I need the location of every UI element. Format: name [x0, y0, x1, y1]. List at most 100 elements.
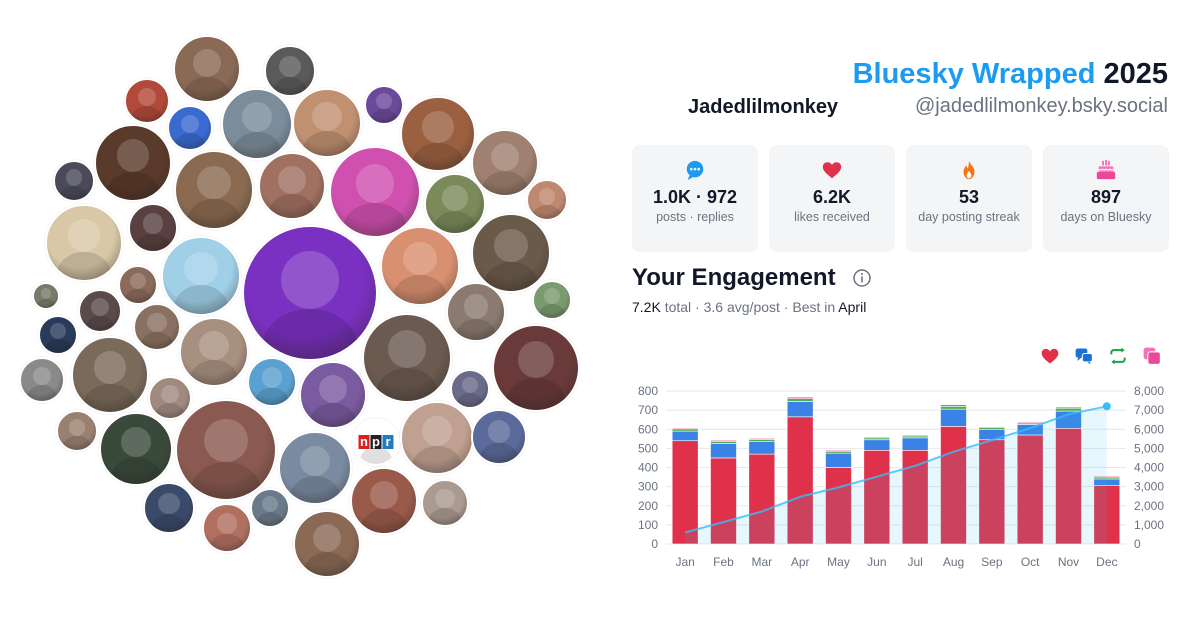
avatar — [143, 482, 195, 534]
bar-segment — [901, 437, 929, 451]
avatar — [99, 412, 173, 486]
bar-segment — [671, 428, 699, 432]
avatar — [446, 282, 506, 342]
avatar — [421, 479, 469, 527]
avatar — [56, 410, 98, 452]
avatar — [380, 226, 460, 306]
x-tick-label: Jun — [867, 555, 886, 569]
info-icon[interactable] — [852, 268, 872, 288]
avatar — [278, 431, 352, 505]
chart-bars — [671, 396, 1121, 545]
avatar — [148, 376, 192, 420]
avatar — [118, 265, 158, 305]
stat-value: 897 — [1090, 187, 1122, 207]
wrapped-panel: Bluesky Wrapped 2025 Jadedlilmonkey @jad… — [632, 0, 1169, 630]
stat-label: day posting streak — [918, 210, 1020, 224]
avatar — [174, 150, 254, 230]
avatar — [71, 336, 149, 414]
avatar — [124, 78, 170, 124]
bar-segment — [940, 405, 967, 410]
y-tick-label: 200 — [638, 499, 658, 513]
avatar — [38, 315, 78, 355]
user-handle: @jadedlilmonkey.bsky.social — [915, 95, 1168, 117]
avatar — [264, 45, 316, 97]
avatar — [471, 409, 527, 465]
y-tick-label: 100 — [638, 518, 658, 532]
x-tick-label: Apr — [791, 555, 810, 569]
avatar — [32, 282, 60, 310]
avatar — [53, 160, 95, 202]
avatar — [173, 35, 241, 103]
avatar — [362, 313, 452, 403]
heart-icon — [822, 162, 842, 179]
avatar — [258, 152, 326, 220]
avatar — [242, 225, 378, 361]
bar-segment — [1016, 421, 1044, 424]
bar-segment — [825, 449, 852, 452]
cumulative-end-point — [1102, 402, 1111, 411]
bar-segment — [863, 439, 891, 451]
npr-letter: r — [382, 435, 394, 449]
engagement-total-word: total — [664, 299, 692, 315]
x-tick-label: Nov — [1058, 555, 1079, 569]
stat-card-posts: 1.0K · 972 posts · replies — [632, 145, 758, 252]
bar-segment — [940, 426, 967, 545]
cake-icon — [1096, 159, 1116, 180]
bar-segment — [671, 427, 699, 430]
reply-icon[interactable] — [1074, 346, 1094, 366]
bar-segment — [786, 401, 814, 418]
speech-bubble-icon — [686, 160, 704, 181]
bar-segment — [1055, 406, 1082, 409]
bar-segment — [940, 404, 967, 407]
bar-segment — [1055, 427, 1082, 545]
y2-tick-label: 0 — [1134, 537, 1141, 551]
bar-segment — [978, 439, 1006, 545]
display-name: Jadedlilmonkey — [688, 96, 839, 118]
bar-segment — [710, 440, 737, 444]
chart-grid — [666, 390, 1126, 545]
avatar — [133, 303, 181, 351]
repost-icon[interactable] — [1108, 346, 1128, 366]
avatar — [299, 361, 367, 429]
avatar — [400, 96, 476, 172]
bar-segment — [1055, 407, 1082, 412]
avatar — [293, 510, 361, 578]
avatar — [202, 503, 252, 553]
brand-year: 2025 — [1103, 58, 1168, 90]
brand-title: Bluesky Wrapped 2025 — [853, 58, 1168, 91]
avatar — [167, 105, 213, 151]
x-tick-label: Mar — [751, 555, 772, 569]
avatar — [161, 236, 241, 316]
bar-segment — [863, 449, 891, 545]
avatar — [424, 173, 486, 235]
bar-segment — [710, 440, 737, 442]
engagement-chart: 0 100 200 300 400 500 600 700 800 0 1,000 2,000 3,0… — [638, 384, 1164, 569]
y-tick-label: 300 — [638, 480, 658, 494]
x-tick-label: Jan — [675, 555, 694, 569]
y2-tick-label: 2,000 — [1134, 499, 1164, 513]
bar-segment — [710, 443, 737, 459]
stat-card-likes: 6.2K likes received — [769, 145, 895, 252]
avatar — [400, 401, 474, 475]
quote-icon[interactable] — [1142, 346, 1162, 366]
avatar — [250, 488, 290, 528]
npr-letter: p — [370, 434, 382, 449]
y-tick-label: 400 — [638, 461, 658, 475]
chart-legend — [632, 346, 1168, 368]
stat-label: days on Bluesky — [1060, 210, 1152, 224]
best-month: April — [838, 299, 867, 315]
y-tick-label: 800 — [638, 384, 658, 398]
engagement-total: 7.2K — [632, 299, 661, 315]
stat-value: 1.0K · 972 — [652, 187, 738, 207]
bar-segment — [901, 434, 929, 437]
y2-tick-label: 3,000 — [1134, 480, 1164, 494]
avatar — [364, 85, 404, 125]
y2-tick-label: 7,000 — [1134, 403, 1164, 417]
y-tick-label: 700 — [638, 403, 658, 417]
npr-letter: n — [358, 434, 370, 449]
heart-icon[interactable] — [1040, 346, 1060, 366]
bar-segment — [1093, 475, 1121, 478]
bar-segment — [1016, 434, 1044, 545]
